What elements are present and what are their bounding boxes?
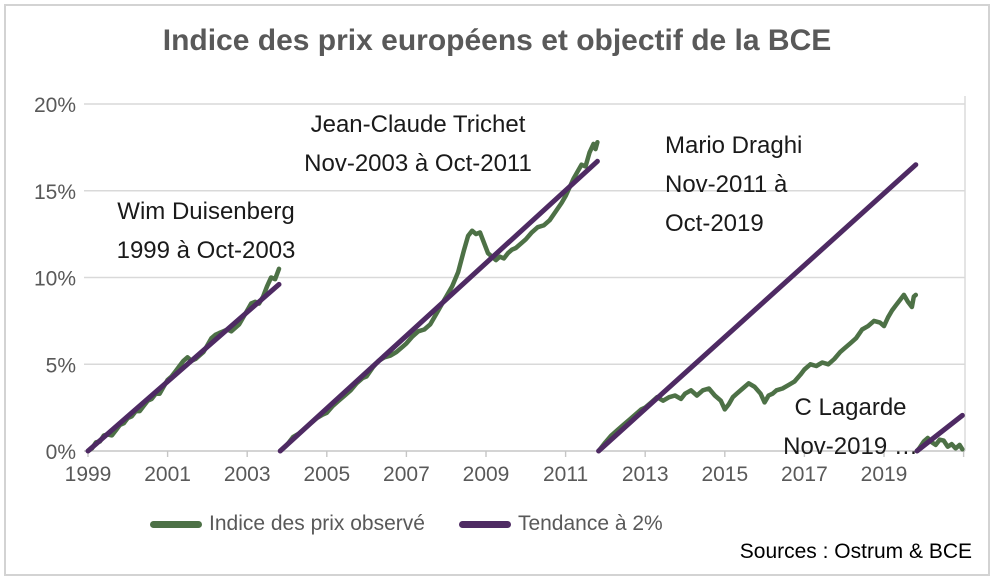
x-tick-label: 2005 <box>303 463 350 486</box>
annotation-duisenberg: Wim Duisenberg 1999 à Oct-2003 <box>96 192 316 270</box>
y-tick-label: 10% <box>34 268 76 291</box>
chart-legend: Indice des prix observé Tendance à 2% <box>150 512 663 536</box>
annotation-line: Nov-2011 à <box>665 171 788 198</box>
observed-line-icon <box>150 520 202 528</box>
x-tick-label: 2013 <box>622 463 669 486</box>
annotation-line: Mario Draghi <box>665 132 803 159</box>
annotation-line: Nov-2019 … <box>783 433 918 460</box>
trend-2pct-line <box>596 162 919 454</box>
x-tick-label: 2001 <box>144 463 191 486</box>
annotation-trichet: Jean-Claude Trichet Nov-2003 à Oct-2011 <box>283 105 553 183</box>
legend-label-observed: Indice des prix observé <box>209 512 425 535</box>
chart-title: Indice des prix européens et objectif de… <box>162 24 832 57</box>
legend-label-trend: Tendance à 2% <box>517 512 663 535</box>
x-tick-label: 2011 <box>543 463 588 486</box>
x-tick-label: 2019 <box>861 463 908 486</box>
sources-note: Sources : Ostrum & BCE <box>739 540 972 563</box>
annotation-line: Nov-2003 à Oct-2011 <box>304 150 532 177</box>
annotation-line: Oct-2019 <box>665 210 764 237</box>
x-tick-label: 2017 <box>781 463 828 486</box>
trend-2pct-line <box>914 412 965 454</box>
x-tick-label: 2007 <box>383 463 430 486</box>
trend-2pct-line <box>85 281 282 454</box>
observed-price-line <box>914 435 965 454</box>
annotation-line: 1999 à Oct-2003 <box>116 237 296 264</box>
y-tick-label: 0% <box>46 441 76 464</box>
y-tick-label: 5% <box>46 354 76 377</box>
annotation-line: C Lagarde <box>794 394 907 421</box>
annotation-line: Wim Duisenberg <box>117 198 295 225</box>
trend-2pct-line <box>277 158 600 454</box>
y-tick-label: 20% <box>34 94 76 117</box>
trend-line-icon <box>458 520 511 528</box>
y-tick-label: 15% <box>34 181 76 204</box>
x-tick-label: 1999 <box>65 463 112 486</box>
x-tick-label: 2003 <box>224 463 271 486</box>
annotation-draghi: Mario Draghi Nov-2011 à Oct-2019 <box>665 126 875 243</box>
legend-item-observed: Indice des prix observé <box>150 512 425 536</box>
x-tick-label: 2009 <box>463 463 510 486</box>
annotation-lagarde: C Lagarde Nov-2019 … <box>778 388 923 466</box>
annotation-line: Jean-Claude Trichet <box>310 111 526 138</box>
legend-item-trend: Tendance à 2% <box>458 512 663 536</box>
x-tick-label: 2015 <box>701 463 748 486</box>
